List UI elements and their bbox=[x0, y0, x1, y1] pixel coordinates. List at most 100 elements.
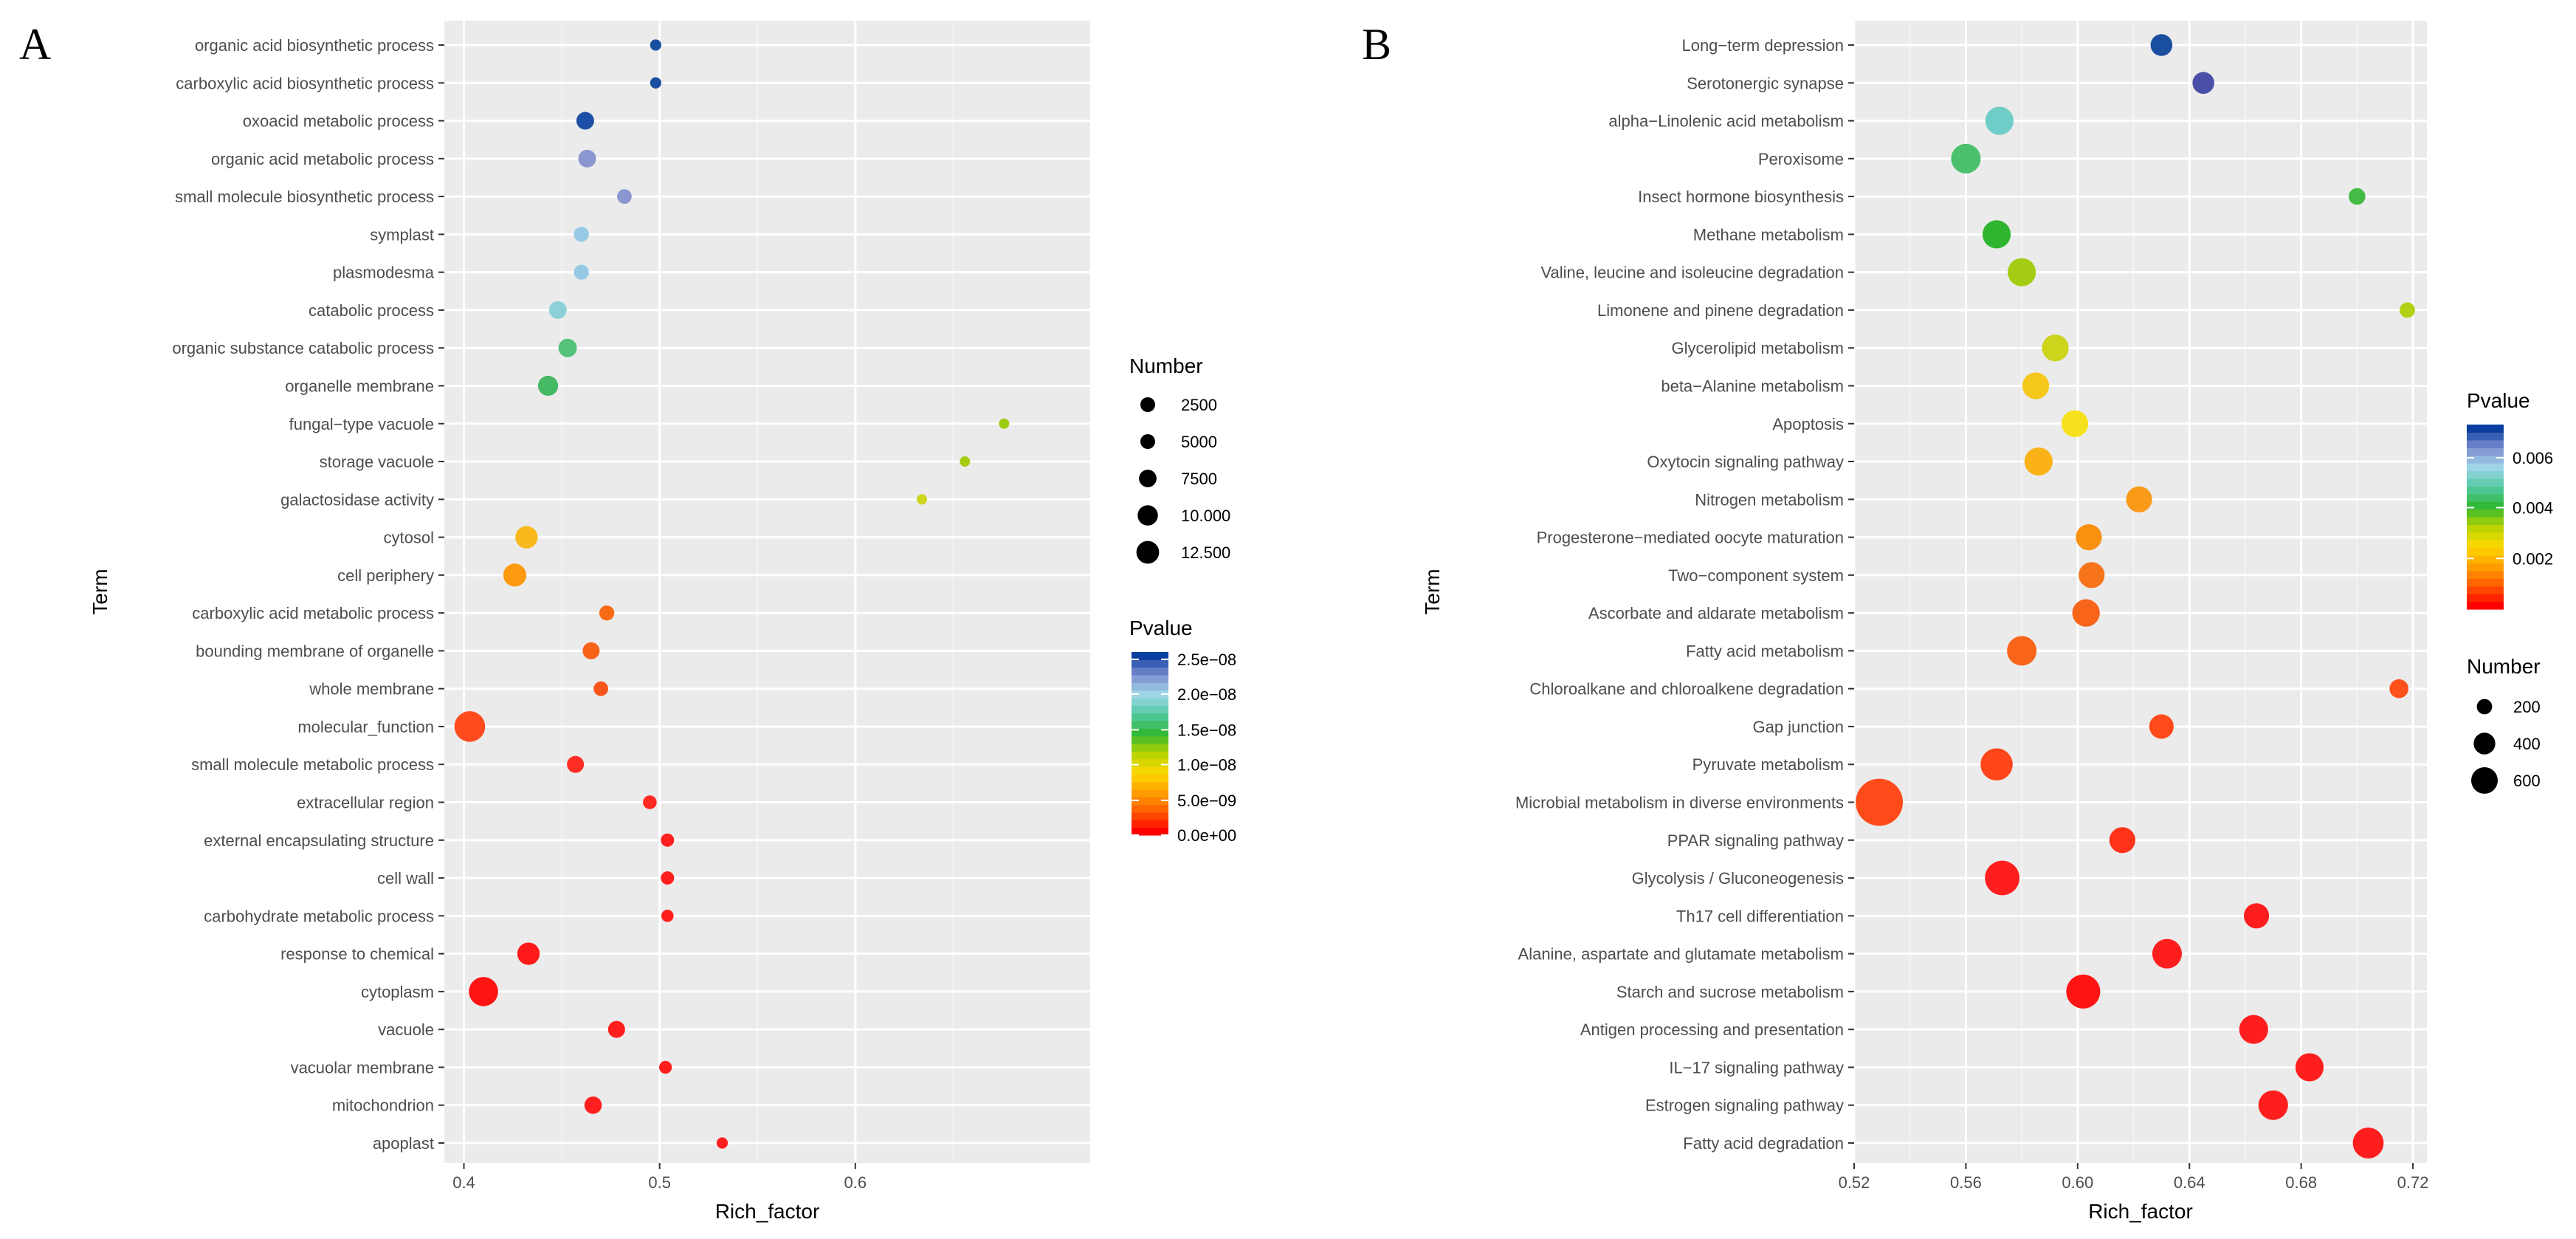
term-label: Oxytocin signaling pathway bbox=[1647, 453, 1844, 471]
term-label: Th17 cell differentiation bbox=[1676, 907, 1844, 925]
term-label: Pyruvate metabolism bbox=[1692, 755, 1844, 774]
term-label: carboxylic acid metabolic process bbox=[192, 604, 434, 622]
data-point bbox=[503, 563, 527, 587]
data-point bbox=[2042, 334, 2069, 362]
panel-letter: B bbox=[1362, 20, 1391, 69]
plot-panel-background bbox=[1854, 21, 2427, 1163]
term-label: extracellular region bbox=[297, 794, 434, 812]
data-point bbox=[599, 605, 615, 621]
size-legend-label: 12.500 bbox=[1181, 543, 1230, 562]
x-tick-label: 0.68 bbox=[2285, 1173, 2317, 1192]
term-label: organic substance catabolic process bbox=[172, 339, 434, 357]
color-bar-band bbox=[2467, 470, 2504, 479]
term-label: Fatty acid degradation bbox=[1683, 1134, 1844, 1153]
term-label: apoplast bbox=[373, 1134, 434, 1153]
x-tick-label: 0.5 bbox=[648, 1173, 671, 1192]
color-bar-band bbox=[1132, 682, 1168, 691]
data-point bbox=[548, 301, 567, 319]
term-label: cell periphery bbox=[337, 566, 434, 585]
color-bar-band bbox=[1132, 751, 1168, 760]
data-point bbox=[515, 526, 538, 549]
data-point bbox=[661, 833, 675, 847]
color-bar-band bbox=[2467, 493, 2504, 502]
data-point bbox=[661, 871, 675, 885]
term-label: Methane metabolism bbox=[1693, 225, 1844, 244]
data-point bbox=[2007, 636, 2037, 666]
panel-a-chart: organic acid biosynthetic process carboxy… bbox=[19, 20, 1236, 1223]
color-bar-band bbox=[1132, 789, 1168, 797]
data-point bbox=[2109, 827, 2135, 854]
size-legend-key bbox=[2471, 767, 2498, 794]
data-point bbox=[2008, 258, 2036, 286]
data-point bbox=[2066, 974, 2101, 1009]
term-label: Peroxisome bbox=[1758, 150, 1844, 168]
term-label: Fatty acid metabolism bbox=[1686, 642, 1844, 660]
term-label: mitochondrion bbox=[332, 1096, 434, 1115]
color-bar-label: 0.002 bbox=[2513, 549, 2553, 568]
panel-b-chart: Long−term depression Serotonergic synapse… bbox=[1362, 20, 2553, 1223]
term-label: Microbial metabolism in diverse environm… bbox=[1515, 794, 1844, 812]
term-label: fungal−type vacuole bbox=[289, 415, 434, 433]
color-bar-band bbox=[2467, 570, 2504, 579]
data-point bbox=[2239, 1015, 2268, 1044]
data-point bbox=[578, 149, 596, 168]
color-bar-band bbox=[2467, 425, 2504, 433]
color-bar-band bbox=[2467, 501, 2504, 510]
term-label: organic acid metabolic process bbox=[211, 150, 434, 168]
color-bar-band bbox=[2467, 509, 2504, 518]
term-label: Apoptosis bbox=[1772, 415, 1844, 433]
term-label: symplast bbox=[370, 225, 434, 244]
data-point bbox=[2258, 1090, 2288, 1120]
data-point bbox=[2024, 447, 2053, 476]
data-point bbox=[650, 77, 661, 89]
data-point bbox=[916, 494, 927, 505]
color-bar-label: 0.006 bbox=[2513, 449, 2553, 467]
data-point bbox=[1985, 860, 2020, 896]
size-legend-label: 600 bbox=[2513, 772, 2541, 790]
color-bar-band bbox=[2467, 594, 2504, 603]
size-legend-key bbox=[1136, 540, 1160, 564]
data-point bbox=[574, 264, 589, 280]
data-point bbox=[2126, 486, 2152, 512]
color-bar-band bbox=[2467, 586, 2504, 594]
term-label: Limonene and pinene degradation bbox=[1597, 301, 1844, 320]
data-point bbox=[537, 375, 559, 397]
size-legend-label: 10.000 bbox=[1181, 507, 1230, 525]
data-point bbox=[2072, 599, 2100, 627]
color-bar-band bbox=[1132, 721, 1168, 729]
color-bar-band bbox=[1132, 698, 1168, 706]
color-bar-band bbox=[1132, 667, 1168, 676]
term-label: Starch and sucrose metabolism bbox=[1616, 983, 1844, 1001]
data-point bbox=[1951, 143, 1981, 174]
data-point bbox=[716, 1137, 729, 1149]
color-bar-band bbox=[2467, 540, 2504, 549]
size-legend-key bbox=[1139, 470, 1157, 487]
term-label: cytosol bbox=[384, 529, 434, 547]
panel-letter: A bbox=[19, 20, 51, 69]
color-bar-band bbox=[2467, 478, 2504, 487]
color-bar-band bbox=[1132, 675, 1168, 683]
color-bar-label: 1.5e−08 bbox=[1177, 721, 1236, 739]
data-point bbox=[454, 711, 486, 742]
size-legend-label: 400 bbox=[2513, 735, 2541, 753]
color-bar-label: 0.004 bbox=[2513, 499, 2553, 518]
term-label: storage vacuole bbox=[320, 453, 434, 471]
color-bar-label: 5.0e−09 bbox=[1177, 792, 1236, 810]
term-label: small molecule metabolic process bbox=[191, 755, 434, 774]
color-bar-band bbox=[1132, 804, 1168, 813]
term-label: plasmodesma bbox=[333, 264, 435, 282]
color-bar-band bbox=[2467, 547, 2504, 556]
x-tick-label: 0.56 bbox=[1950, 1173, 1982, 1192]
color-bar-band bbox=[1132, 690, 1168, 699]
term-label: cytoplasm bbox=[361, 983, 434, 1001]
term-label: Glycerolipid metabolism bbox=[1671, 339, 1844, 357]
color-bar-band bbox=[2467, 455, 2504, 464]
data-point bbox=[574, 227, 589, 242]
color-bar-band bbox=[2467, 555, 2504, 564]
plot-panel-background bbox=[444, 21, 1090, 1163]
data-point bbox=[2152, 938, 2182, 969]
term-label: vacuole bbox=[378, 1020, 434, 1039]
data-point bbox=[1985, 106, 2014, 135]
term-label: Chloroalkane and chloroalkene degradatio… bbox=[1529, 680, 1844, 699]
size-legend-label: 7500 bbox=[1181, 470, 1217, 488]
